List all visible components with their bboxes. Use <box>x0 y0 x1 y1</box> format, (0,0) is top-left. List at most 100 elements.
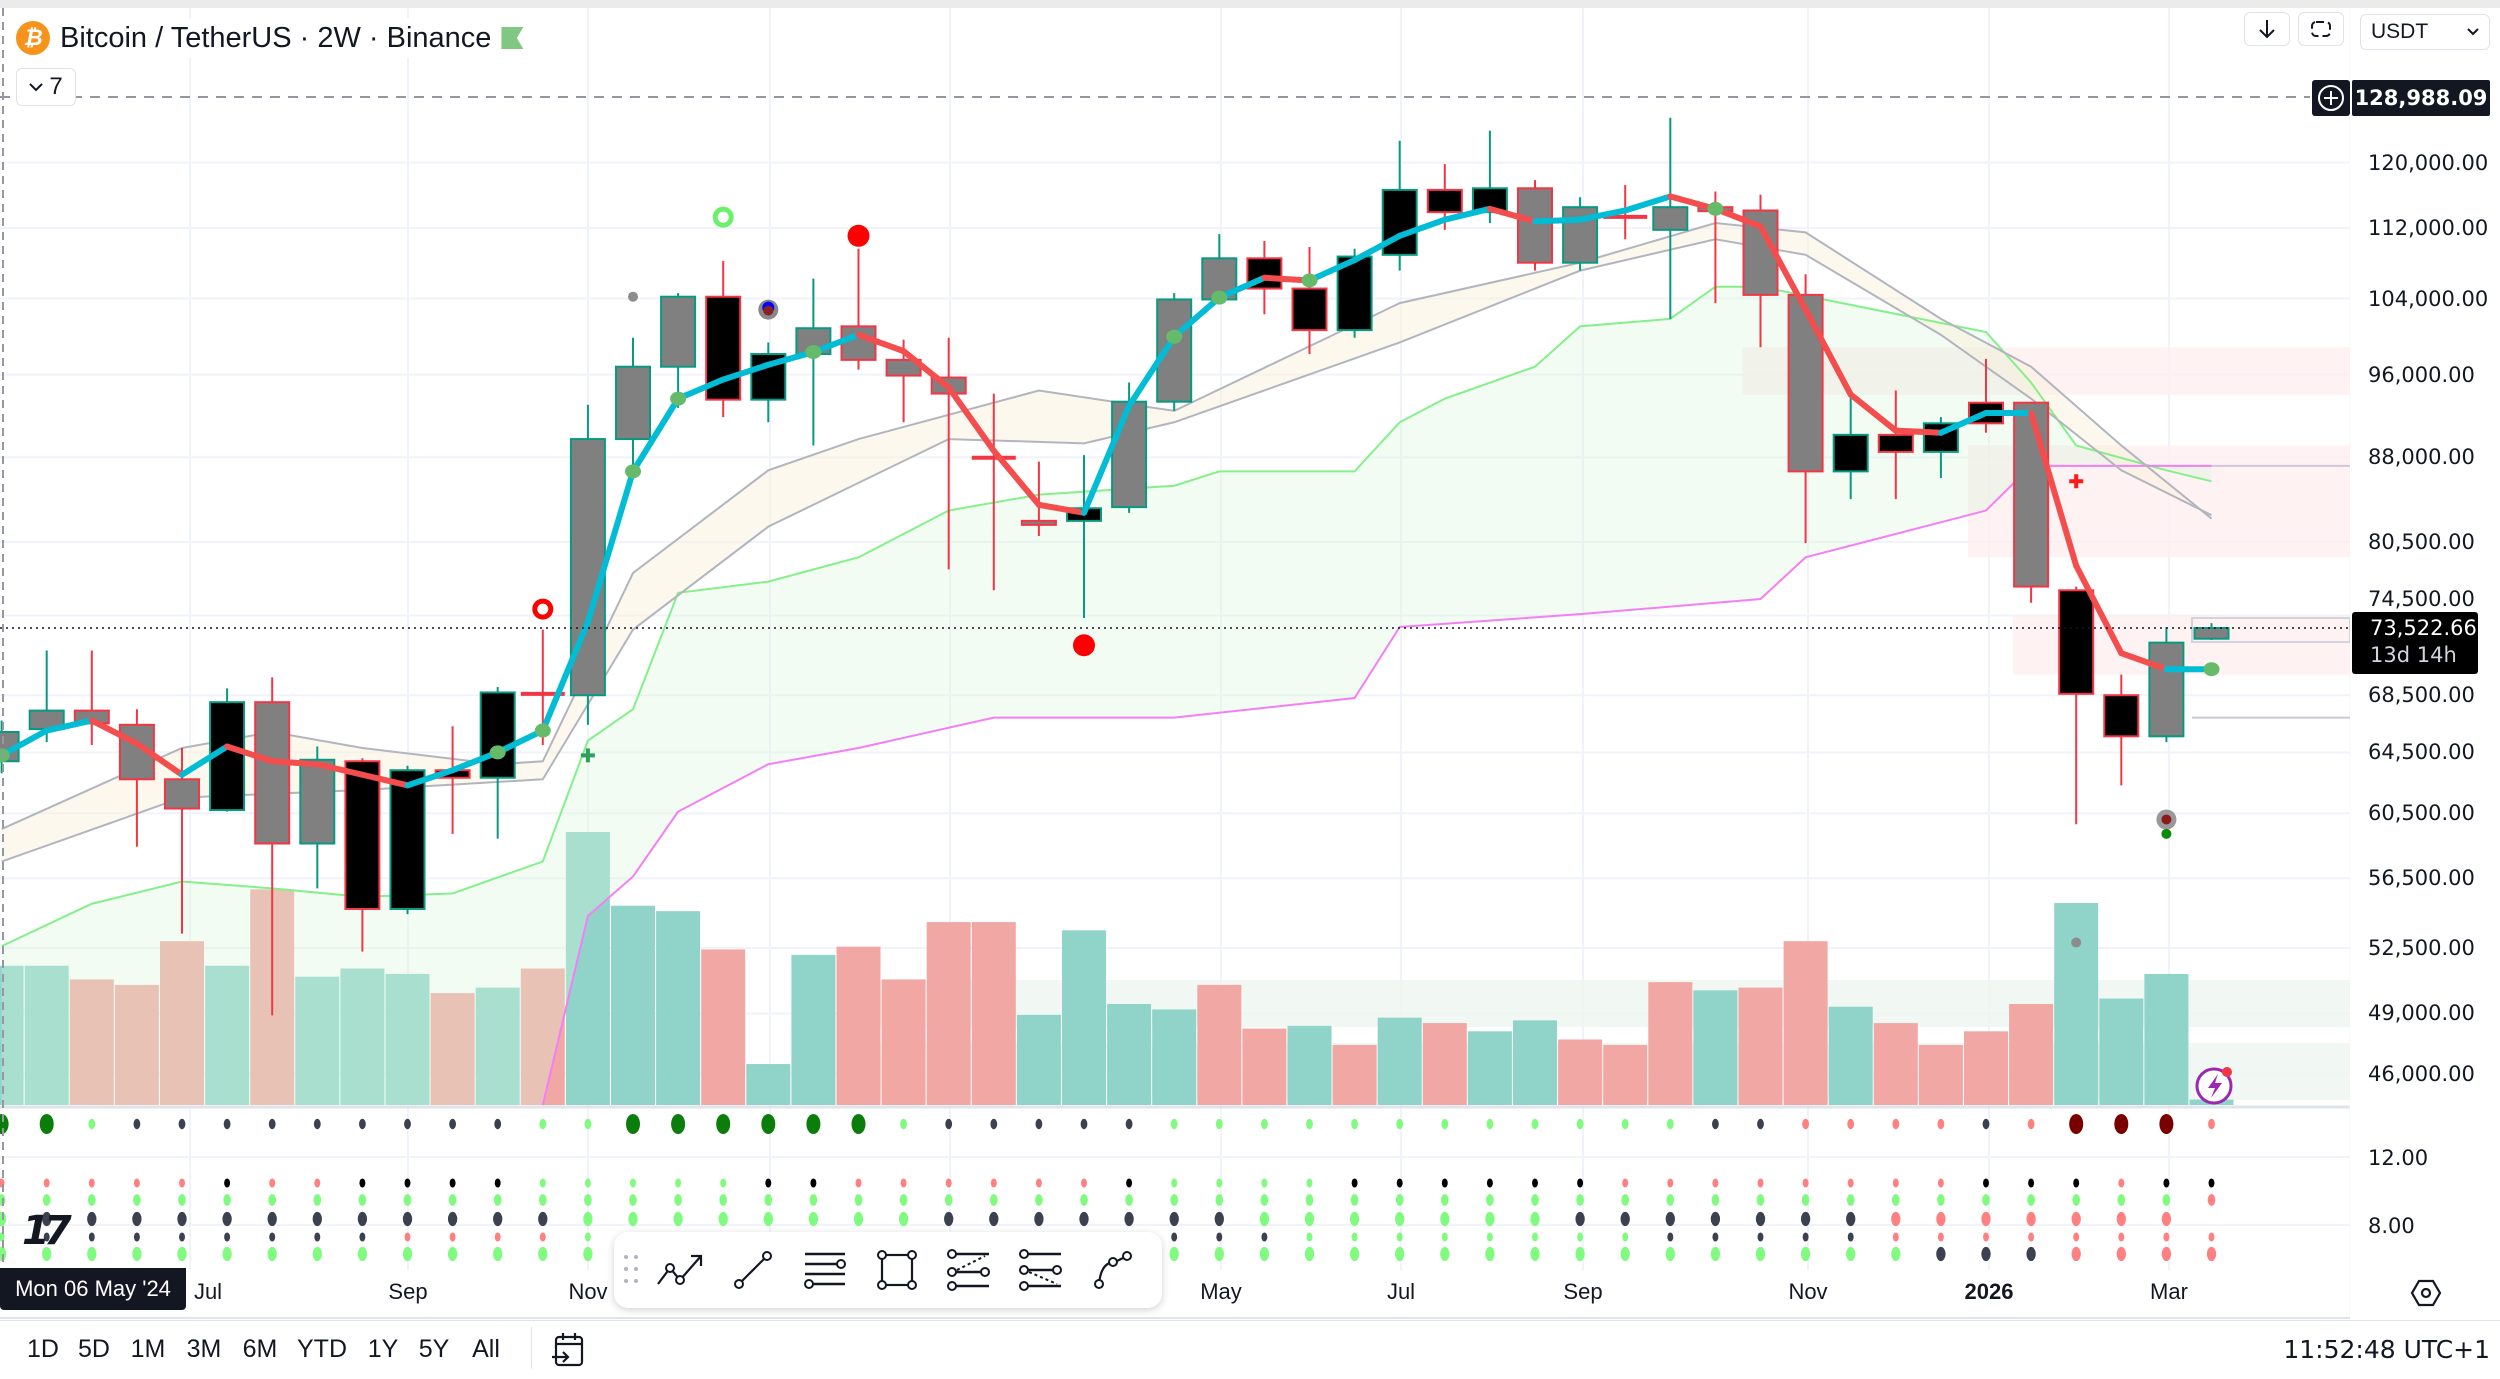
indicator-dot <box>1306 1232 1313 1242</box>
symbol-title[interactable]: Bitcoin / TetherUS · 2W · Binance <box>60 21 492 54</box>
indicator-dot <box>2028 1232 2035 1242</box>
range-button-ytd[interactable]: YTD <box>297 1335 347 1363</box>
indicator-axis-label: 8.00 <box>2368 1214 2415 1238</box>
time-label: Mar <box>2150 1279 2188 1304</box>
range-button-1d[interactable]: 1D <box>27 1335 59 1363</box>
indicator-dot <box>539 1118 547 1130</box>
indicator-dot <box>88 1178 95 1188</box>
indicator-dot <box>42 1194 51 1206</box>
indicator-dot <box>764 1194 773 1206</box>
plus-circle-icon <box>2318 85 2344 111</box>
indicator-dot <box>267 1211 277 1227</box>
drawing-toolbar[interactable] <box>614 1232 1162 1308</box>
indicator-dot <box>1485 1211 1495 1227</box>
indicator-dot <box>853 1211 864 1227</box>
indicator-dot <box>449 1232 456 1242</box>
indicator-dot <box>312 1211 322 1227</box>
symbol-header[interactable]: ₿ Bitcoin / TetherUS · 2W · Binance <box>16 18 532 58</box>
indicator-dot <box>1576 1118 1584 1130</box>
trend-line-tool[interactable] <box>724 1241 782 1299</box>
flag-icon[interactable] <box>501 27 524 49</box>
indicator-dot <box>1259 1246 1270 1262</box>
small-dot-marker <box>628 291 638 302</box>
indicator-dot <box>449 1178 456 1188</box>
range-button-all[interactable]: All <box>472 1335 500 1363</box>
range-button-6m[interactable]: 6M <box>242 1335 278 1363</box>
indicator-dot <box>2116 1246 2126 1262</box>
indicator-dot <box>1125 1194 1133 1206</box>
tradingview-logo[interactable]: 17 <box>22 1208 72 1254</box>
fast-ma-segment <box>539 618 591 734</box>
range-button-5y[interactable]: 5Y <box>418 1335 450 1363</box>
time-label: Sep <box>388 1279 428 1304</box>
fast-ma-segment <box>1847 391 1899 434</box>
price-axis-label: 96,000.00 <box>2368 362 2475 387</box>
indicator-dot <box>1035 1194 1043 1206</box>
indicator-dot <box>1847 1118 1855 1130</box>
volume-bar <box>1918 1044 1963 1105</box>
trend-path-tool[interactable] <box>652 1241 710 1299</box>
fib-extension-tool[interactable] <box>1012 1241 1070 1299</box>
indicator-dot <box>2026 1246 2036 1262</box>
indicator-dot <box>1351 1118 1358 1130</box>
range-button-5d[interactable]: 5D <box>78 1335 110 1363</box>
indicator-dot <box>269 1178 276 1188</box>
volume-bars <box>0 832 2234 1105</box>
dot-marker <box>2161 814 2172 825</box>
lightning-alert-icon[interactable] <box>2192 1062 2238 1108</box>
indicator-axis-label: 12.00 <box>2368 1146 2429 1170</box>
range-button-1m[interactable]: 1M <box>130 1335 166 1363</box>
indicator-dot <box>267 1246 277 1262</box>
volume-bar <box>205 965 250 1105</box>
indicator-dot <box>1801 1194 1810 1206</box>
indicator-dot <box>1847 1178 1854 1188</box>
candle-body <box>2058 589 2095 695</box>
indicator-dot <box>1665 1211 1675 1227</box>
range-button-1y[interactable]: 1Y <box>367 1335 399 1363</box>
download-arrow-icon <box>2259 20 2275 39</box>
indicator-dot <box>1802 1178 1809 1188</box>
indicator-dot <box>1215 1194 1224 1206</box>
indicators-collapse-button[interactable]: 7 <box>16 68 76 106</box>
indicator-dot <box>447 1246 458 1262</box>
indicator-dot <box>1214 1246 1224 1262</box>
high-price-label: 128,988.09 <box>2352 80 2490 116</box>
indicator-dot <box>404 1232 411 1242</box>
indicator-dot <box>1936 1246 1946 1262</box>
calendar-arrow-icon[interactable] <box>550 1331 586 1369</box>
arc-icon <box>1094 1251 1132 1289</box>
add-alert-button[interactable] <box>2312 80 2350 116</box>
indicator-dot <box>313 1118 321 1130</box>
indicator-dot <box>224 1178 231 1188</box>
indicator-dot <box>1802 1232 1809 1242</box>
indicator-dot <box>1396 1232 1403 1242</box>
rectangle-tool[interactable] <box>868 1241 926 1299</box>
indicator-dot <box>1667 1232 1674 1242</box>
fib-retracement-tool[interactable] <box>940 1241 998 1299</box>
clock-timezone[interactable]: 11:52:48 UTC+1 <box>2283 1335 2490 1364</box>
indicator-dot <box>1081 1178 1087 1188</box>
fullscreen-button[interactable] <box>2298 12 2344 46</box>
candle-body <box>615 365 651 441</box>
indicator-dot <box>1171 1178 1178 1188</box>
indicator-dot <box>1531 1118 1539 1130</box>
candle-body <box>1111 400 1148 509</box>
chart-settings-icon[interactable] <box>2410 1277 2442 1309</box>
drag-handle-icon[interactable] <box>624 1255 638 1285</box>
indicator-dot <box>1079 1211 1089 1227</box>
arc-tool[interactable] <box>1084 1241 1142 1299</box>
chart-canvas[interactable] <box>0 0 2350 1320</box>
currency-select[interactable]: USDT <box>2360 14 2490 50</box>
indicator-dot <box>1710 1246 1721 1262</box>
indicator-dot <box>1802 1118 1809 1130</box>
indicator-dot <box>1532 1232 1538 1242</box>
volume-bar <box>1738 987 1783 1105</box>
volume-bar <box>295 976 340 1105</box>
parallel-lines-tool[interactable] <box>796 1241 854 1299</box>
indicator-dot <box>179 1178 185 1188</box>
range-button-3m[interactable]: 3M <box>186 1335 222 1363</box>
indicator-dot <box>1171 1232 1178 1242</box>
candle-body <box>2193 627 2230 640</box>
download-button[interactable] <box>2244 12 2290 46</box>
fast-ma-segment <box>0 727 50 759</box>
